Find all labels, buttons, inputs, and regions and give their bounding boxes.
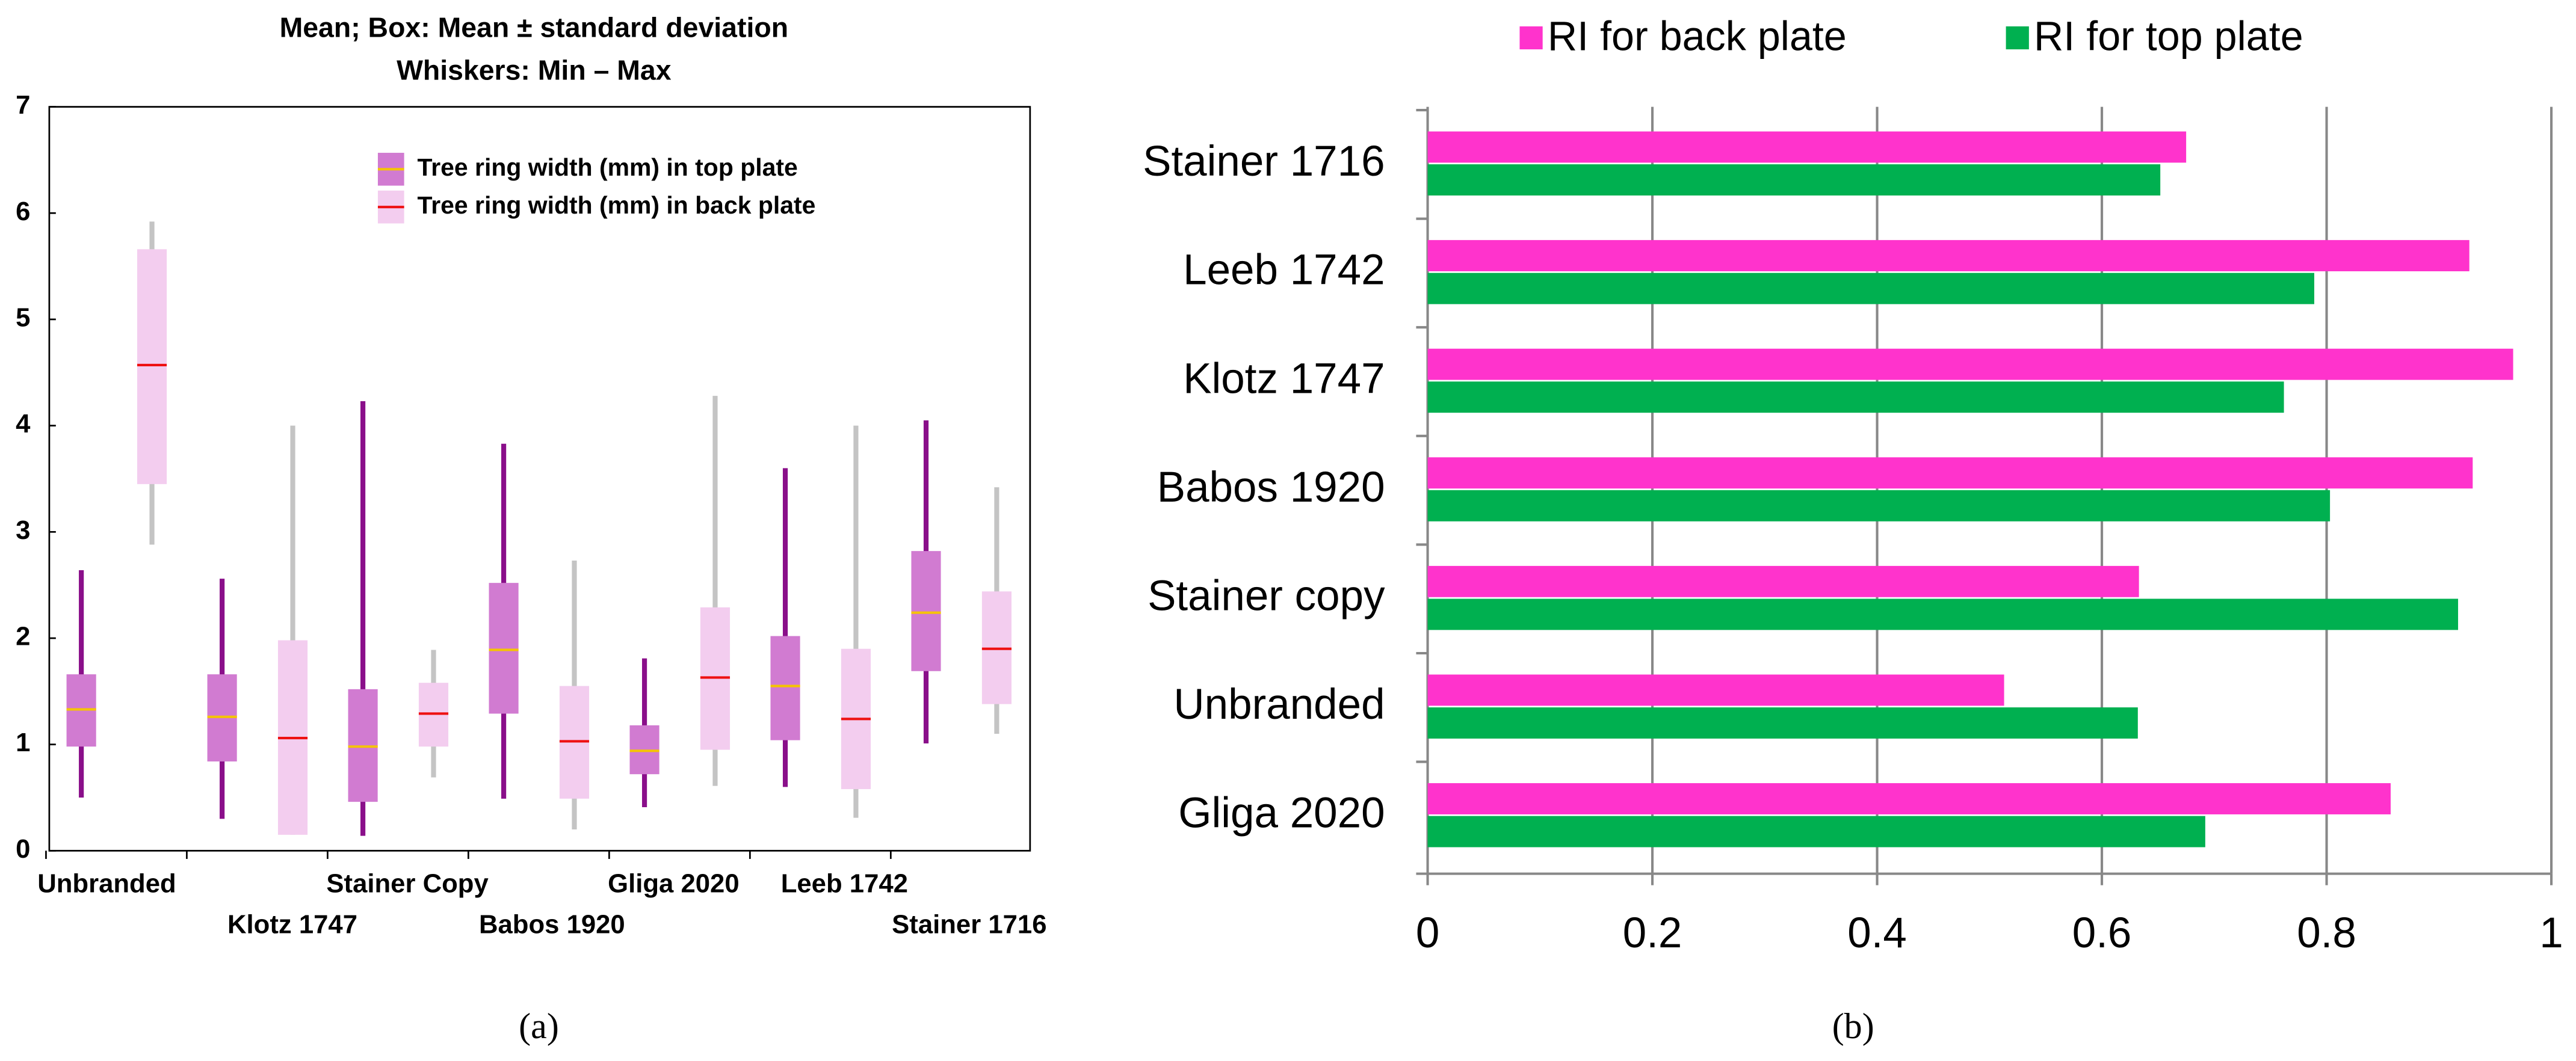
y-tick-label: Leeb 1742 — [1183, 247, 1385, 294]
legend-label: RI for back plate — [1548, 14, 1847, 60]
y-tick-label: 7 — [16, 90, 30, 120]
bar — [1427, 598, 2459, 630]
plot-frame — [48, 106, 1031, 852]
y-tick-label: 3 — [16, 515, 30, 545]
legend-label: RI for top plate — [2034, 14, 2303, 60]
box — [911, 551, 941, 671]
x-tick-label: Klotz 1747 — [227, 910, 357, 940]
y-tick-label: Gliga 2020 — [1178, 790, 1385, 837]
y-tick-label: 1 — [16, 728, 30, 757]
caption: (a) — [519, 1006, 559, 1046]
x-tick-label: Unbranded — [37, 869, 176, 898]
x-tick-label: Leeb 1742 — [781, 869, 908, 898]
bar — [1427, 272, 2315, 304]
bar — [1427, 816, 2205, 847]
y-tick-label: 0 — [16, 834, 30, 864]
x-tick-label: 0 — [1416, 909, 1439, 957]
x-tick-label: Stainer Copy — [326, 869, 489, 898]
chart-title: Whiskers: Min – Max — [397, 55, 672, 86]
x-tick-label: Babos 1920 — [479, 910, 625, 940]
y-tick-label: 5 — [16, 303, 30, 333]
bar — [1427, 783, 2391, 814]
legend-label: Tree ring width (mm) in back plate — [417, 191, 815, 219]
y-tick-label: 2 — [16, 622, 30, 651]
bar — [1427, 457, 2473, 489]
box — [770, 636, 800, 740]
bar — [1427, 348, 2513, 380]
bar — [1427, 381, 2284, 413]
bar — [1427, 131, 2187, 163]
chart-title: Mean; Box: Mean ± standard deviation — [280, 12, 788, 43]
bar — [1427, 490, 2330, 521]
x-tick-label: 0.6 — [2072, 909, 2132, 957]
y-tick-label: Stainer copy — [1147, 572, 1385, 620]
box — [489, 583, 519, 714]
x-tick-label: 0.4 — [1847, 909, 1907, 957]
y-tick-label: Klotz 1747 — [1183, 355, 1385, 402]
bar — [1427, 674, 2004, 706]
x-tick-label: Stainer 1716 — [892, 910, 1046, 940]
y-tick-label: Babos 1920 — [1157, 464, 1385, 511]
bar — [1427, 240, 2469, 272]
x-tick-label: 0.8 — [2297, 909, 2356, 957]
x-tick-label: 0.2 — [1623, 909, 1682, 957]
bar — [1427, 164, 2161, 196]
y-tick-label: Unbranded — [1173, 681, 1385, 728]
y-tick-label: Stainer 1716 — [1143, 138, 1385, 185]
legend-label: Tree ring width (mm) in top plate — [417, 153, 797, 181]
caption: (b) — [1832, 1006, 1874, 1046]
y-tick-label: 4 — [16, 409, 31, 438]
x-tick-label: Gliga 2020 — [608, 869, 740, 898]
legend-swatch — [1519, 26, 1543, 50]
box — [137, 249, 167, 484]
bar — [1427, 565, 2139, 597]
bar — [1427, 707, 2138, 739]
x-tick-label: 1 — [2539, 909, 2563, 957]
y-tick-label: 6 — [16, 197, 30, 226]
legend-swatch — [2006, 26, 2029, 50]
